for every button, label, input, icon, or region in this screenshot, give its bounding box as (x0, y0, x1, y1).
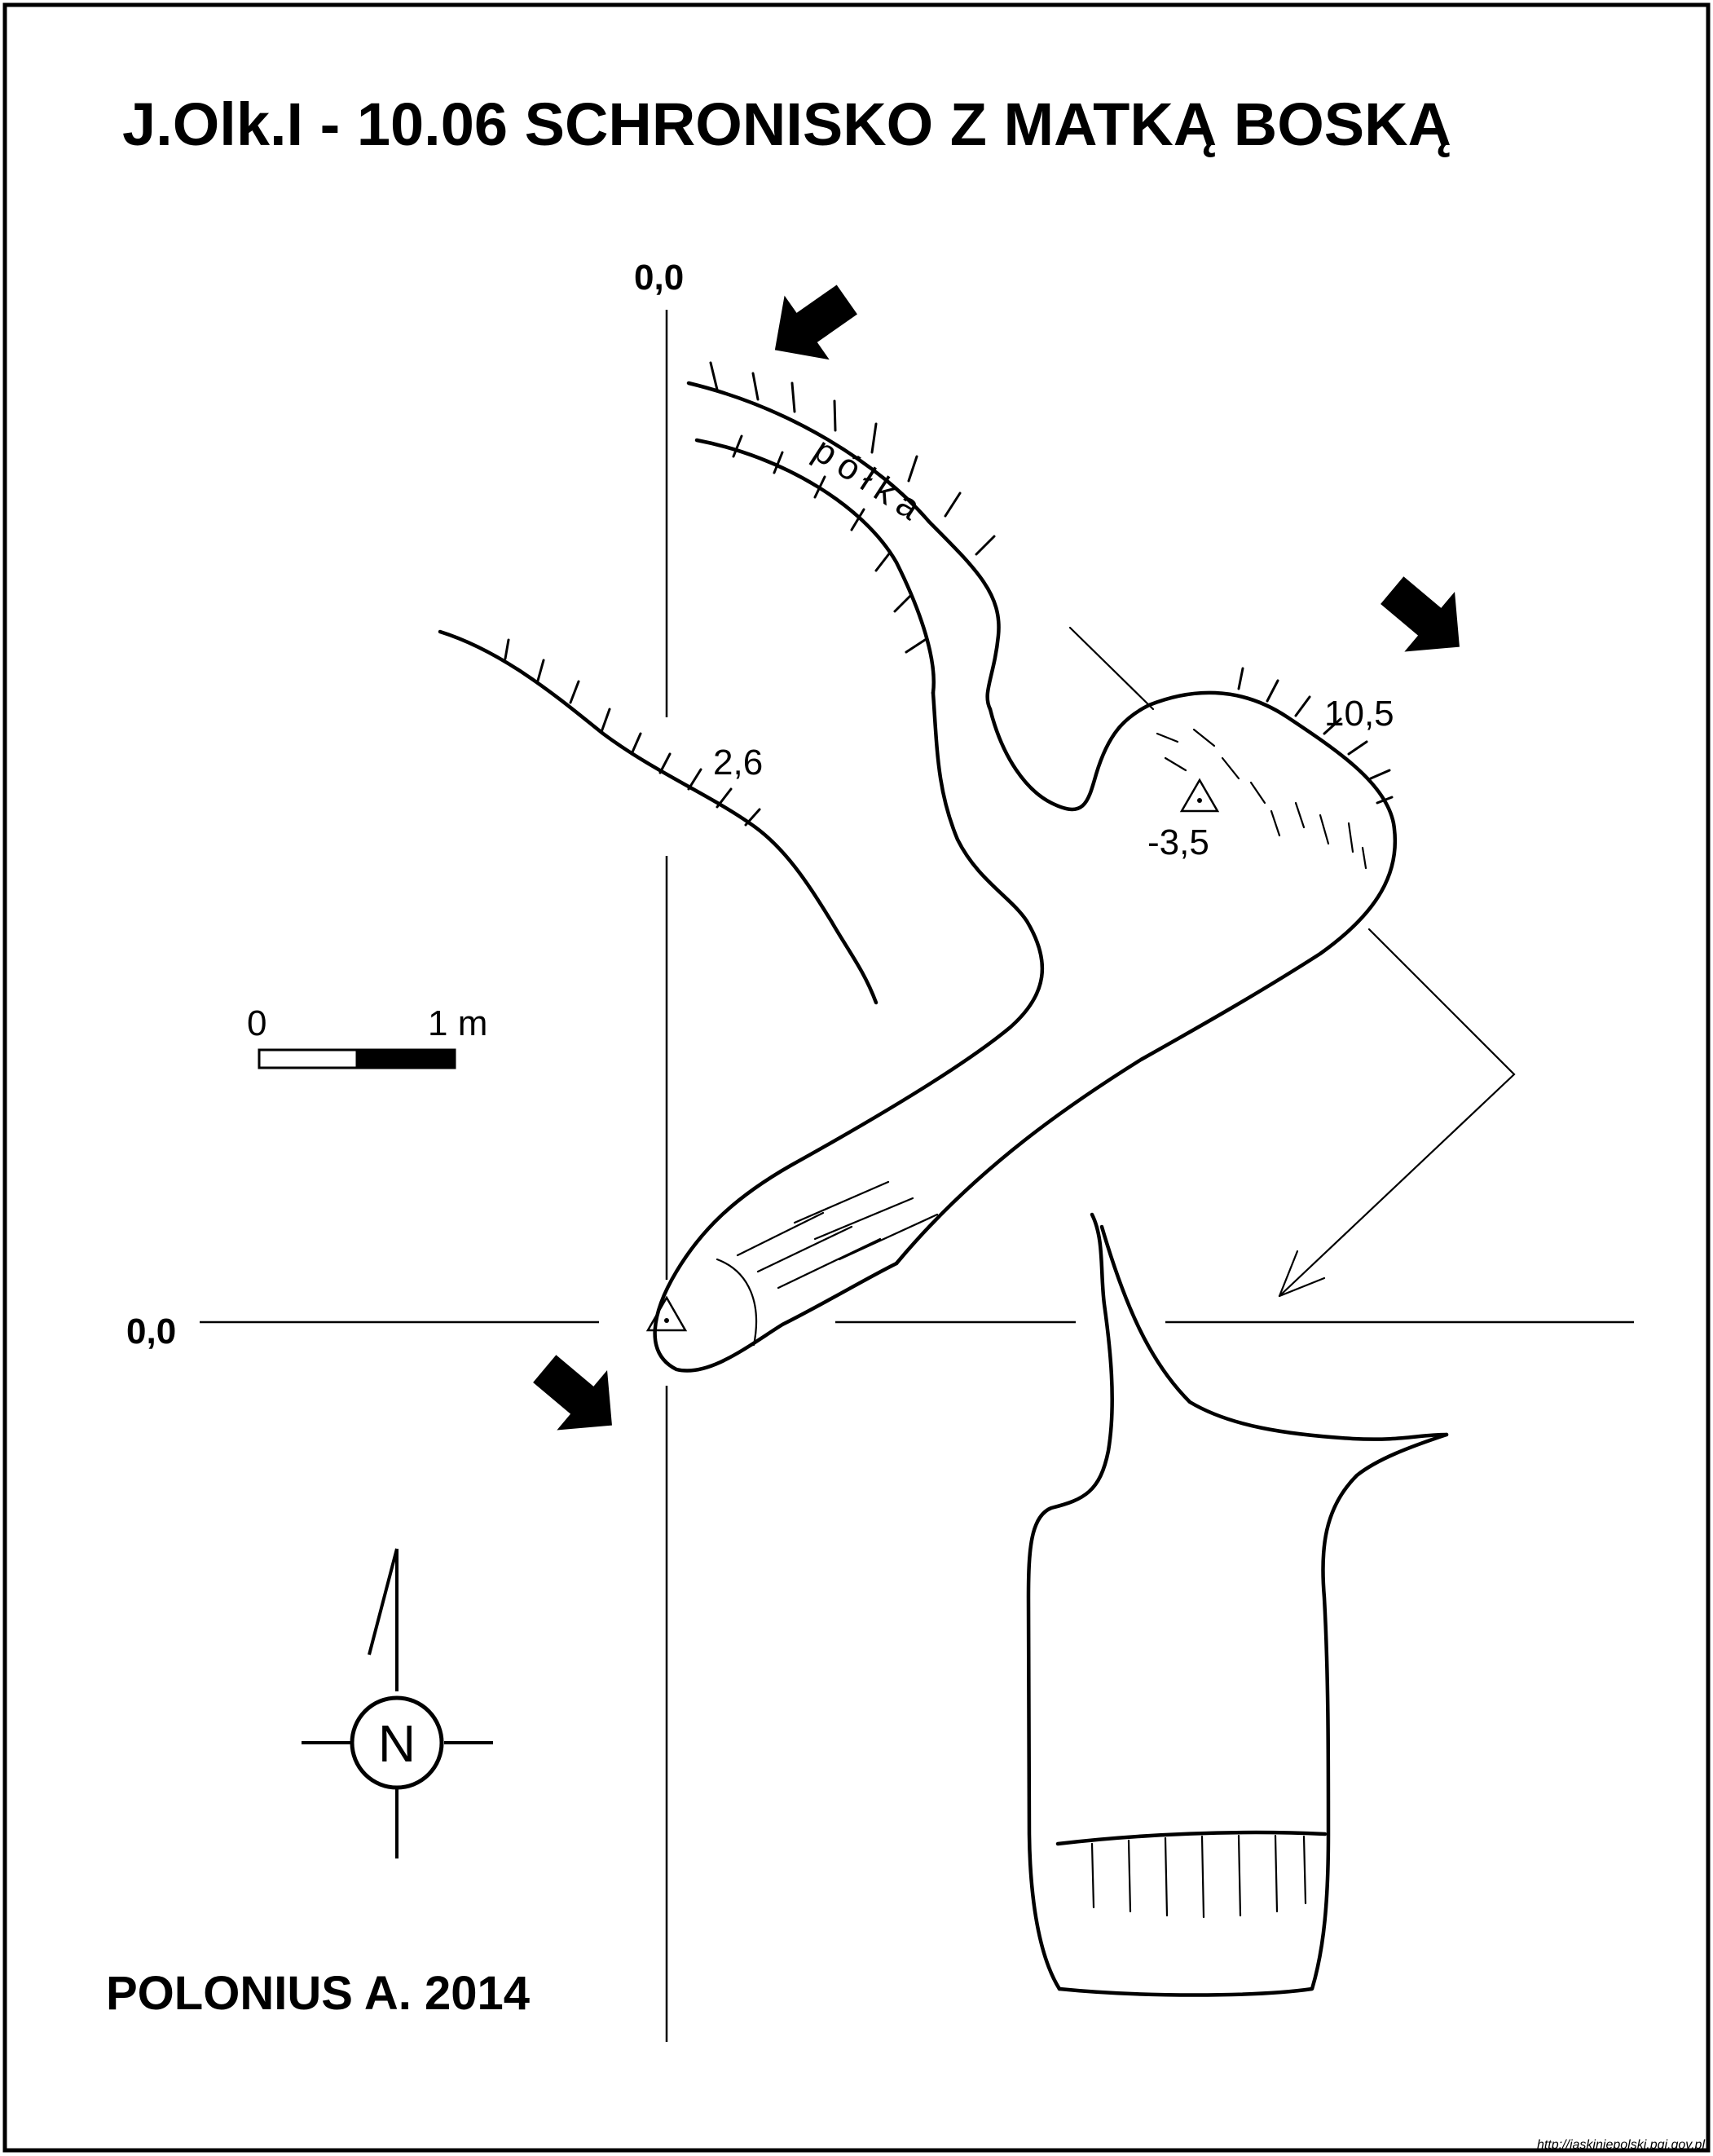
scale-bar-end-label: 1 m (428, 1003, 487, 1043)
survey-point-entrance (645, 1295, 688, 1332)
entrance-arrow-bottom (533, 1355, 612, 1431)
compass-north-letter: N (378, 1714, 416, 1773)
scale-bar (258, 1048, 456, 1069)
cross-section-ceiling (1099, 1224, 1449, 1441)
passage-slope-marks (736, 1180, 939, 1290)
section-arrow (1278, 928, 1516, 1298)
depth-label-minus-3-5: -3,5 (1147, 822, 1209, 862)
section-line-upper (1068, 626, 1155, 711)
vertical-axis-origin-label: 0,0 (634, 258, 684, 298)
entrance-arrow-right (1381, 576, 1460, 652)
ledge-outer-wall (686, 381, 1001, 712)
cross-section-floor-line (1055, 1830, 1328, 1846)
height-label-2-6: 2,6 (713, 743, 763, 783)
scale-bar-start-label: 0 (247, 1003, 266, 1043)
main-passage-west-wall (653, 690, 1045, 1373)
entrance-threshold-line (716, 1258, 758, 1347)
cross-section-left-wall (1026, 1212, 1114, 1991)
main-passage-east-wall (894, 690, 1398, 1266)
coordinate-axes (200, 310, 1634, 2042)
overhang-hatching (504, 638, 761, 827)
north-compass (302, 1548, 493, 1858)
cross-section-right-wall (1057, 1432, 1449, 1997)
horizontal-axis-origin-label: 0,0 (126, 1312, 176, 1351)
ledge-label: półka (807, 430, 935, 532)
ledge-hatching (709, 361, 996, 654)
cross-section-floor-hatching (1090, 1834, 1307, 1919)
title: J.Olk.I - 10.06 SCHRONISKO Z MATKĄ BOSKĄ (122, 90, 1451, 158)
section-arrow-head (1278, 1250, 1326, 1298)
height-label-10-5: 10,5 (1324, 694, 1394, 734)
author-credit: POLONIUS A. 2014 (106, 1967, 530, 2020)
entrance-arrow-top (774, 284, 857, 360)
east-chamber-slope-marks (1156, 728, 1367, 870)
source-url: http://jaskiniepolski.pgi.gov.pl (1537, 2138, 1705, 2152)
overhang-line-west (438, 629, 879, 1005)
east-chamber-hatching (1237, 667, 1394, 805)
survey-point-chamber (1179, 778, 1220, 813)
